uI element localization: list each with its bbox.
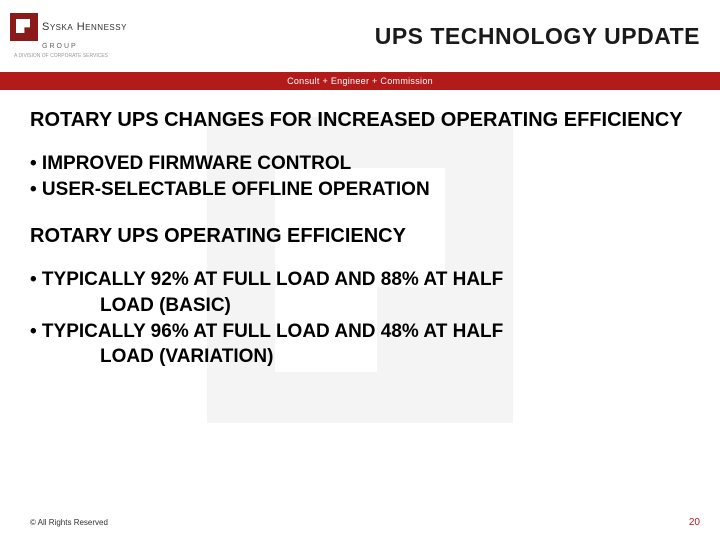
tagline-bar: Consult + Engineer + Commission xyxy=(0,72,720,90)
company-name: Syska Hennessy xyxy=(42,21,127,33)
logo-mark-icon xyxy=(10,13,38,41)
company-logo: Syska Hennessy GROUP A DIVISION OF CORPO… xyxy=(10,13,150,59)
bullet-continuation: LOAD (VARIATION) xyxy=(30,344,690,370)
bullet-group: • TYPICALLY 92% AT FULL LOAD AND 88% AT … xyxy=(30,267,690,370)
footer: © All Rights Reserved 20 xyxy=(30,517,700,528)
bullet-item: • TYPICALLY 92% AT FULL LOAD AND 88% AT … xyxy=(30,267,690,293)
header: Syska Hennessy GROUP A DIVISION OF CORPO… xyxy=(0,0,720,72)
bullet-item: • TYPICALLY 96% AT FULL LOAD AND 48% AT … xyxy=(30,319,690,345)
slide-title: UPS TECHNOLOGY UPDATE xyxy=(150,23,700,50)
bullet-group: • IMPROVED FIRMWARE CONTROL • USER-SELEC… xyxy=(30,151,690,202)
bullet-item: • USER-SELECTABLE OFFLINE OPERATION xyxy=(30,177,690,203)
company-subline: A DIVISION OF CORPORATE SERVICES xyxy=(14,53,108,59)
section-heading: ROTARY UPS CHANGES FOR INCREASED OPERATI… xyxy=(30,108,690,133)
bullet-item: • IMPROVED FIRMWARE CONTROL xyxy=(30,151,690,177)
content-area: ROTARY UPS CHANGES FOR INCREASED OPERATI… xyxy=(0,90,720,370)
page-number: 20 xyxy=(689,517,700,528)
copyright-text: © All Rights Reserved xyxy=(30,518,108,527)
company-group: GROUP xyxy=(42,43,78,50)
bullet-continuation: LOAD (BASIC) xyxy=(30,293,690,319)
section-heading: ROTARY UPS OPERATING EFFICIENCY xyxy=(30,224,690,249)
